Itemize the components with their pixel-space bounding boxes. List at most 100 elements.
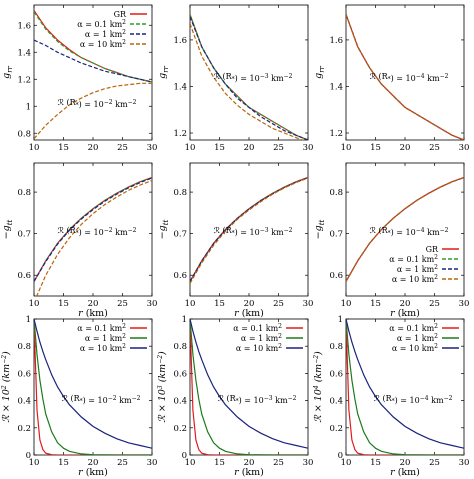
panel-2-2-series--1-km- bbox=[346, 319, 464, 455]
panel-0-1-annotation: ℛ (R*) = 10−3 km−2 bbox=[214, 72, 293, 83]
panel-2-1-legend-label: α = 10 km2 bbox=[236, 343, 282, 353]
panel-1-1-ytick-label: 0.7 bbox=[173, 230, 187, 240]
panel-2-2-ytick-label: 0.2 bbox=[329, 424, 343, 434]
panel-1-1-ytick-label: 0.8 bbox=[173, 188, 187, 198]
panel-2-1-legend-label: α = 0.1 km2 bbox=[233, 323, 282, 333]
panel-0-2-ytick-label: 1.2 bbox=[329, 129, 343, 139]
panel-1-1-xtick-label: 10 bbox=[185, 299, 196, 309]
panel-1-0-xtick-label: 25 bbox=[117, 299, 128, 309]
panel-0-1-xtick-label: 15 bbox=[214, 143, 225, 153]
panel-0-0-ytick-label: 0.8 bbox=[17, 129, 31, 139]
panel-0-2-xtick-label: 15 bbox=[370, 143, 381, 153]
panel-2-1-ytick-label: 0.8 bbox=[173, 342, 187, 352]
panel-1-2-xtick-label: 25 bbox=[429, 299, 440, 309]
panel-0-0-ytick-label: 1.2 bbox=[17, 75, 31, 85]
panel-0-2-series--10-km- bbox=[346, 14, 464, 140]
panel-2-2-legend-label: α = 1 km2 bbox=[397, 333, 438, 343]
panel-2-0-xtick-label: 10 bbox=[29, 458, 40, 468]
panel-0-1-xtick-label: 20 bbox=[244, 143, 255, 153]
panel-1-0-annotation: ℛ (R*) = 10−2 km−2 bbox=[58, 226, 137, 237]
panel-0-0-xtick-label: 30 bbox=[147, 143, 158, 153]
panel-1-2-xtick-label: 20 bbox=[400, 299, 411, 309]
panel-0-1-xtick-label: 25 bbox=[273, 143, 284, 153]
panel-1-2-legend-label: α = 0.1 km2 bbox=[389, 254, 438, 264]
panel-2-2-legend-label: α = 10 km2 bbox=[392, 343, 438, 353]
panel-0-0-legend-label: GR bbox=[114, 10, 127, 19]
panel-2-1-ytick-label: 0.2 bbox=[173, 424, 187, 434]
panel-0-0-ytick-label: 1.4 bbox=[17, 48, 31, 58]
panel-1-2-xlabel: r (km) bbox=[390, 308, 420, 319]
panel-1-2-ytick-label: 0.8 bbox=[329, 188, 343, 198]
panel-2-1-xlabel: r (km) bbox=[234, 467, 264, 478]
panel-1-1-ytick-label: 0.6 bbox=[173, 271, 187, 281]
panel-1-0-ytick-label: 0.8 bbox=[17, 188, 31, 198]
panel-2-0-legend-label: α = 0.1 km2 bbox=[77, 323, 126, 333]
panel-0-0-annotation: ℛ (R*) = 10−2 km−2 bbox=[58, 98, 137, 109]
panel-1-0-xtick-label: 15 bbox=[58, 299, 69, 309]
panel-1-0-series--10-km- bbox=[36, 179, 152, 296]
panel-2-1-xtick-label: 30 bbox=[303, 458, 314, 468]
panel-1-2-annotation: ℛ (R*) = 10−4 km−2 bbox=[370, 226, 449, 237]
panel-0-0-series--1-km- bbox=[34, 39, 152, 83]
panel-2-2-annotation: ℛ (R*) = 10−4 km−2 bbox=[374, 394, 453, 405]
panel-1-2-ytick-label: 0.6 bbox=[329, 271, 343, 281]
panel-2-1-ylabel: ℛ × 103 (km−2) bbox=[157, 351, 168, 423]
panel-2-1-series--1-km- bbox=[190, 319, 308, 455]
panel-2-2-ylabel: ℛ × 104 (km−2) bbox=[313, 351, 324, 423]
panel-2-1-series--0-1-km- bbox=[190, 319, 308, 455]
panel-1-2-xtick-label: 10 bbox=[341, 299, 352, 309]
panel-2-0-ytick-label: 0.6 bbox=[17, 369, 31, 379]
panel-0-1-ylabel: grr bbox=[157, 65, 170, 78]
panel-2-0-ytick-label: 0.2 bbox=[17, 424, 31, 434]
panel-0-0-xtick-label: 10 bbox=[29, 143, 40, 153]
panel-0-2-ylabel-text: grr bbox=[313, 65, 326, 78]
panel-1-2-xtick-label: 30 bbox=[459, 299, 470, 309]
panel-0-0-ytick-label: 1 bbox=[26, 102, 31, 112]
panel-1-1-xtick-label: 15 bbox=[214, 299, 225, 309]
panel-2-2-xtick-label: 10 bbox=[341, 458, 352, 468]
panel-1-1-xlabel: r (km) bbox=[234, 308, 264, 319]
panel-0-1-series--10-km- bbox=[190, 23, 304, 140]
panel-0-0-legend-label: α = 1 km2 bbox=[85, 29, 126, 39]
panel-1-1-xtick-label: 30 bbox=[303, 299, 314, 309]
panel-0-1-series--1-km- bbox=[190, 16, 308, 140]
panel-2-0-ytick-label: 0.4 bbox=[17, 397, 31, 407]
panel-1-1-ylabel: −gtt bbox=[157, 219, 170, 239]
panel-2-2-xtick-label: 20 bbox=[400, 458, 411, 468]
panel-2-0-ytick-label: 0 bbox=[26, 451, 31, 461]
panel-0-2-annotation: ℛ (R*) = 10−4 km−2 bbox=[370, 72, 449, 83]
panel-2-2-ylabel-text: ℛ × 104 (km−2) bbox=[313, 351, 324, 423]
panel-1-0-ytick-label: 0.6 bbox=[17, 271, 31, 281]
panel-2-2-xtick-label: 15 bbox=[370, 458, 381, 468]
panel-0-1-xtick-label: 30 bbox=[303, 143, 314, 153]
panel-2-1-xtick-label: 15 bbox=[214, 458, 225, 468]
panel-2-0-ytick-label: 0.8 bbox=[17, 342, 31, 352]
panel-1-1-series--10-km- bbox=[190, 177, 308, 284]
panel-2-2-ytick-label: 0.8 bbox=[329, 342, 343, 352]
panel-2-2-xlabel: r (km) bbox=[390, 467, 420, 478]
panel-1-2-legend-label: α = 10 km2 bbox=[392, 274, 438, 284]
panel-0-0-series--10-km- bbox=[34, 82, 152, 140]
panel-1-1-xtick-label: 25 bbox=[273, 299, 284, 309]
panel-1-2-xtick-label: 15 bbox=[370, 299, 381, 309]
panel-0-1-ytick-label: 1.4 bbox=[173, 82, 187, 92]
panel-0-2-ylabel: grr bbox=[313, 65, 326, 78]
panel-0-2-ytick-label: 1.6 bbox=[329, 36, 343, 46]
panel-2-0-xtick-label: 30 bbox=[147, 458, 158, 468]
panel-1-1-annotation: ℛ (R*) = 10−3 km−2 bbox=[214, 226, 293, 237]
panel-1-0-ylabel: −gtt bbox=[1, 219, 14, 239]
panel-0-2-xtick-label: 20 bbox=[400, 143, 411, 153]
panel-2-1-xtick-label: 10 bbox=[185, 458, 196, 468]
panel-0-1-ytick-label: 1.6 bbox=[173, 36, 187, 46]
panel-2-0-xtick-label: 25 bbox=[117, 458, 128, 468]
panel-2-1-ytick-label: 0.6 bbox=[173, 369, 187, 379]
panel-1-0-xlabel: r (km) bbox=[78, 308, 108, 319]
panel-0-0-legend-label: α = 0.1 km2 bbox=[77, 19, 126, 29]
panel-1-2-legend-label: α = 1 km2 bbox=[397, 264, 438, 274]
panel-1-0-xtick-label: 10 bbox=[29, 299, 40, 309]
panel-2-0-series--1-km- bbox=[34, 319, 152, 455]
panel-2-0-xtick-label: 15 bbox=[58, 458, 69, 468]
panel-0-1-ylabel-text: grr bbox=[157, 65, 170, 78]
